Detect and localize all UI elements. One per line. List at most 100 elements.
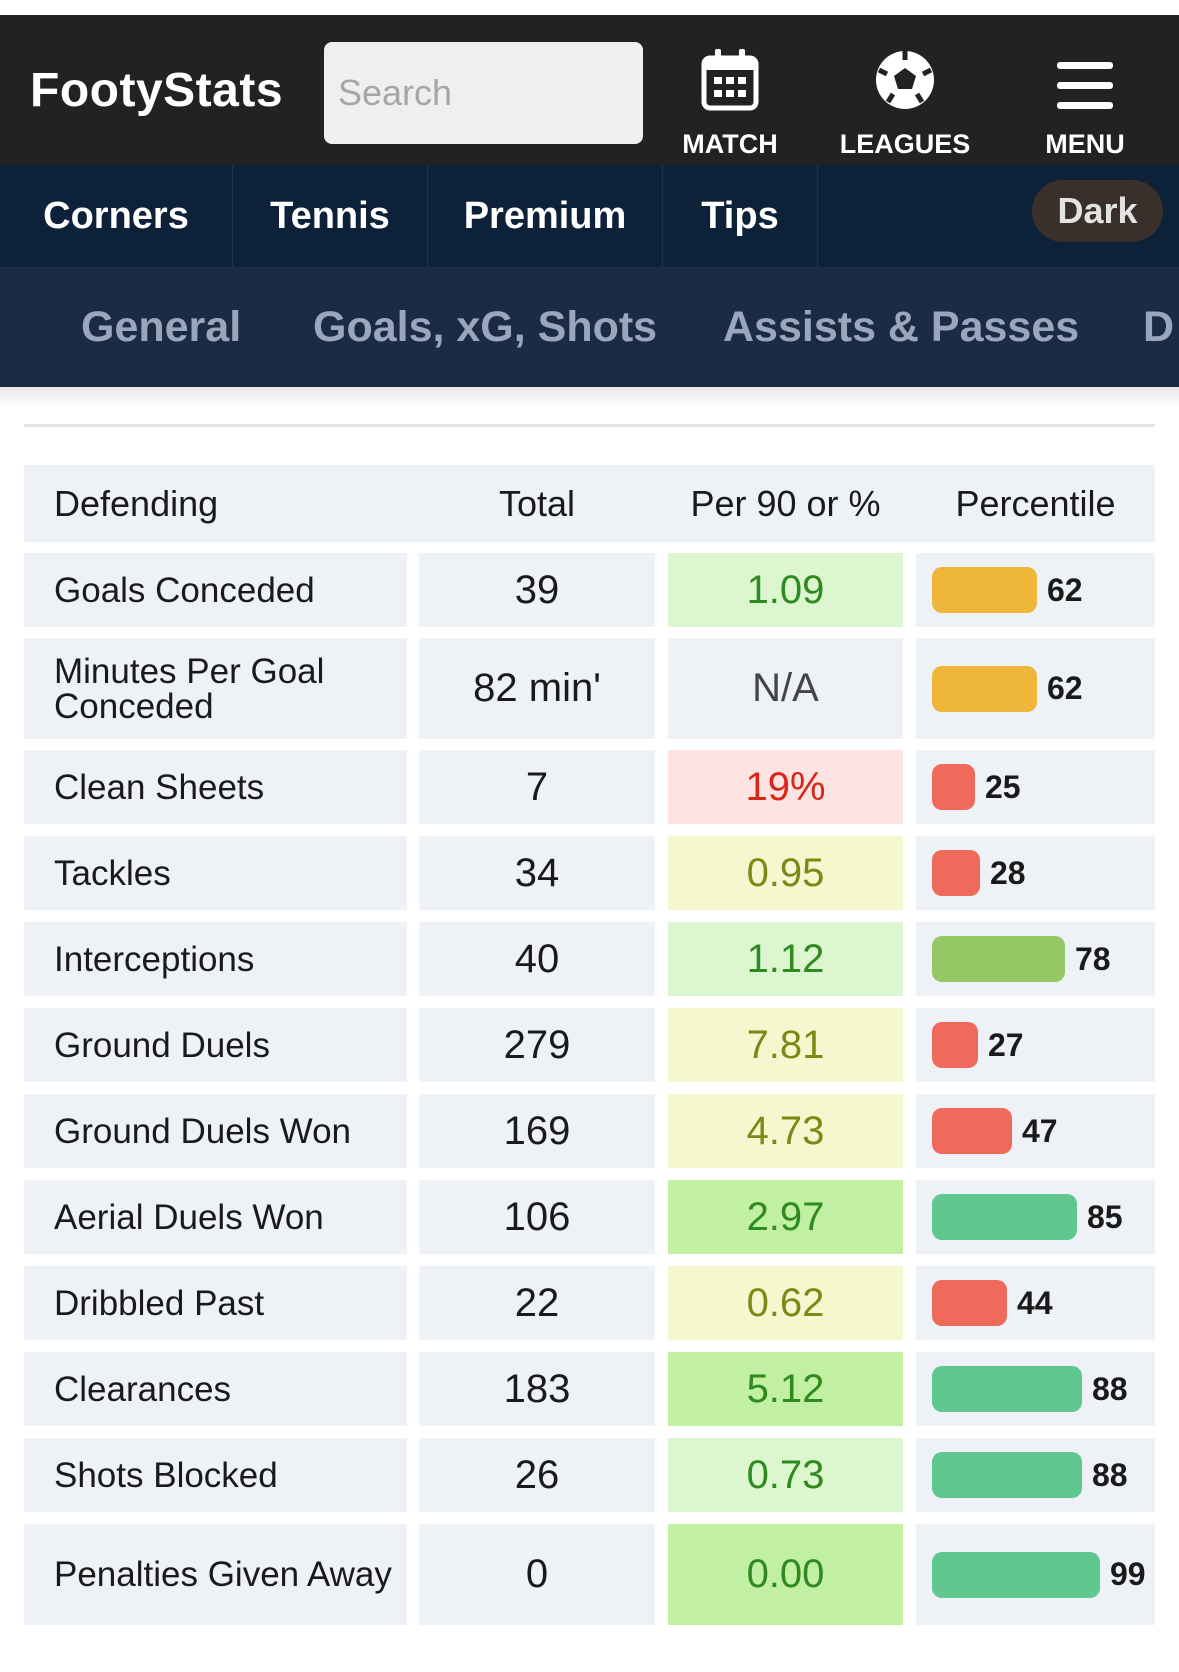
table-row: Ground Duels Won 169 4.73 47 [24, 1094, 1155, 1168]
stat-total: 34 [419, 836, 655, 910]
percentile-value: 47 [1022, 1112, 1058, 1149]
stat-label: Clearances [24, 1352, 407, 1426]
stat-percentile: 99 [916, 1524, 1155, 1625]
stat-total: 183 [419, 1352, 655, 1426]
stat-total: 22 [419, 1266, 655, 1340]
percentile-bar [932, 1452, 1082, 1498]
tabs-shadow [0, 387, 1179, 407]
stat-label: Tackles [24, 836, 407, 910]
menu-nav-button[interactable]: MENU [1020, 35, 1150, 160]
stat-label: Goals Conceded [24, 553, 407, 627]
stat-total: 279 [419, 1008, 655, 1082]
percentile-bar [932, 1280, 1007, 1326]
percentile-bar [932, 1194, 1077, 1240]
stat-percentile: 27 [916, 1008, 1155, 1082]
stat-per90: 0.00 [668, 1524, 903, 1625]
stat-total: 0 [419, 1524, 655, 1625]
stat-label: Clean Sheets [24, 750, 407, 824]
stat-label: Penalties Given Away [24, 1524, 407, 1625]
leagues-label: LEAGUES [839, 129, 971, 159]
stat-total: 39 [419, 553, 655, 627]
tab-goals-xg-shots[interactable]: Goals, xG, Shots [313, 302, 658, 351]
stat-per90: N/A [668, 638, 903, 739]
stats-tabs: General Goals, xG, Shots Assists & Passe… [0, 267, 1179, 387]
secondary-nav: Corners Tennis Premium Tips Dark [0, 165, 1179, 267]
site-logo[interactable]: FootyStats [30, 64, 284, 117]
table-row: Tackles 34 0.95 28 [24, 836, 1155, 910]
stat-total: 169 [419, 1094, 655, 1168]
tab-defending[interactable]: D [1143, 302, 1175, 351]
stat-label: Dribbled Past [24, 1266, 407, 1340]
table-row: Penalties Given Away 0 0.00 99 [24, 1524, 1155, 1625]
percentile-bar [932, 1551, 1100, 1598]
dark-mode-toggle[interactable]: Dark [1032, 180, 1163, 242]
percentile-value: 28 [990, 854, 1026, 891]
stat-per90: 1.09 [668, 553, 903, 627]
stat-per90: 4.73 [668, 1094, 903, 1168]
subnav-item-tennis[interactable]: Tennis [233, 165, 428, 267]
table-row: Ground Duels 279 7.81 27 [24, 1008, 1155, 1082]
stat-per90: 2.97 [668, 1180, 903, 1254]
stat-percentile: 47 [916, 1094, 1155, 1168]
percentile-value: 88 [1092, 1370, 1128, 1407]
match-label: MATCH [682, 129, 778, 159]
soccer-ball-icon [873, 48, 937, 119]
table-row: Goals Conceded 39 1.09 62 [24, 553, 1155, 627]
stat-percentile: 25 [916, 750, 1155, 824]
stat-percentile: 78 [916, 922, 1155, 996]
percentile-value: 25 [985, 768, 1021, 805]
stat-label: Ground Duels [24, 1008, 407, 1082]
table-header: Defending Total Per 90 or % Percentile [24, 465, 1155, 542]
hamburger-menu-icon [1057, 60, 1113, 119]
search-input[interactable] [324, 42, 643, 144]
stat-per90: 0.73 [668, 1438, 903, 1512]
stat-percentile: 28 [916, 836, 1155, 910]
leagues-nav-button[interactable]: LEAGUES [830, 35, 980, 160]
table-row: Clearances 183 5.12 88 [24, 1352, 1155, 1426]
stat-percentile: 44 [916, 1266, 1155, 1340]
percentile-bar [932, 936, 1065, 982]
table-row: Interceptions 40 1.12 78 [24, 922, 1155, 996]
stat-per90: 0.95 [668, 836, 903, 910]
subnav-item-tips[interactable]: Tips [663, 165, 818, 267]
calendar-icon [701, 48, 759, 119]
percentile-value: 78 [1075, 940, 1111, 977]
percentile-value: 88 [1092, 1456, 1128, 1493]
stat-percentile: 62 [916, 638, 1155, 739]
match-nav-button[interactable]: MATCH [670, 35, 790, 160]
percentile-value: 99 [1110, 1556, 1146, 1592]
table-row: Aerial Duels Won 106 2.97 85 [24, 1180, 1155, 1254]
menu-label: MENU [1045, 129, 1125, 159]
percentile-bar [932, 567, 1037, 613]
stat-per90: 19% [668, 750, 903, 824]
top-header: FootyStats MATCH LEAGUES [0, 15, 1179, 165]
header-per90: Per 90 or % [690, 482, 881, 524]
stat-percentile: 88 [916, 1438, 1155, 1512]
stat-label: Interceptions [24, 922, 407, 996]
tab-general[interactable]: General [81, 302, 242, 351]
table-row: Shots Blocked 26 0.73 88 [24, 1438, 1155, 1512]
header-percentile: Percentile [955, 482, 1116, 524]
percentile-value: 44 [1017, 1284, 1053, 1321]
stat-per90: 5.12 [668, 1352, 903, 1426]
header-defending: Defending [54, 482, 219, 524]
percentile-value: 62 [1047, 571, 1083, 608]
subnav-item-corners[interactable]: Corners [0, 165, 233, 267]
percentile-bar [932, 1366, 1082, 1412]
percentile-bar [932, 1022, 978, 1068]
stat-per90: 7.81 [668, 1008, 903, 1082]
stat-label: Shots Blocked [24, 1438, 407, 1512]
percentile-value: 62 [1047, 670, 1083, 706]
subnav-item-premium[interactable]: Premium [428, 165, 663, 267]
tab-assists-passes[interactable]: Assists & Passes [723, 302, 1080, 351]
stat-label: Aerial Duels Won [24, 1180, 407, 1254]
percentile-bar [932, 850, 980, 896]
percentile-bar [932, 665, 1037, 712]
table-row: Minutes Per Goal Conceded 82 min' N/A 62 [24, 638, 1155, 739]
table-row: Clean Sheets 7 19% 25 [24, 750, 1155, 824]
table-row: Dribbled Past 22 0.62 44 [24, 1266, 1155, 1340]
stat-per90: 0.62 [668, 1266, 903, 1340]
stat-total: 82 min' [419, 638, 655, 739]
percentile-bar [932, 1108, 1012, 1154]
stat-total: 7 [419, 750, 655, 824]
